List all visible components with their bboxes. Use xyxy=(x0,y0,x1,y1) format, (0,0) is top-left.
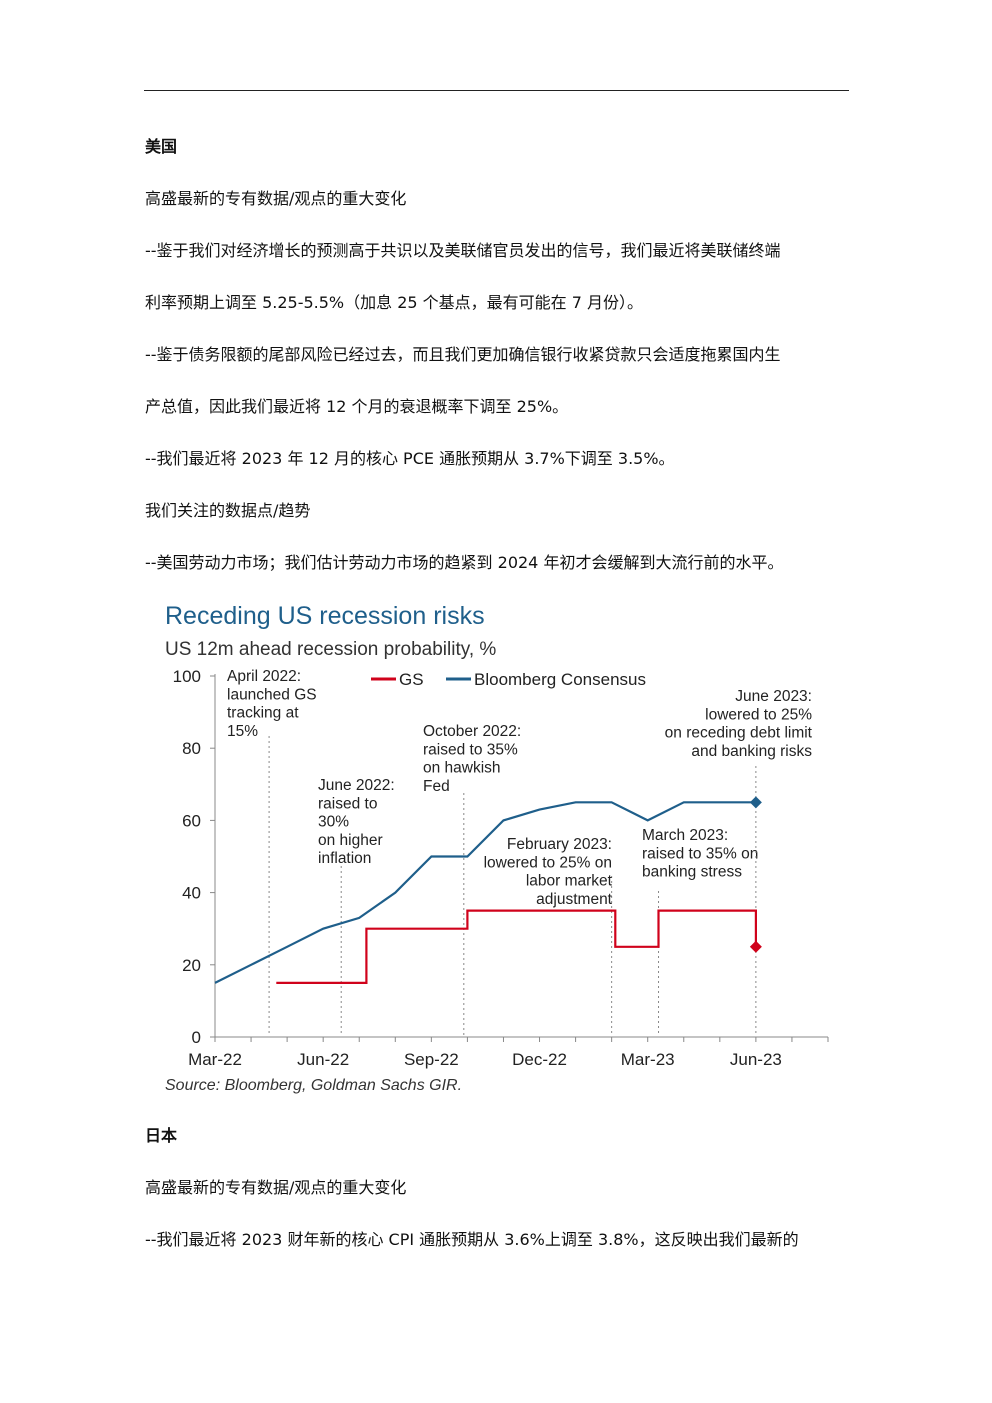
x-tick-label: Jun-23 xyxy=(730,1050,782,1069)
y-tick-label: 60 xyxy=(182,811,201,830)
x-tick-label: Dec-22 xyxy=(512,1050,567,1069)
annotation-label: June 2023: xyxy=(735,688,812,705)
us-bullet1-line1: --鉴于我们对经济增长的预测高于共识以及美联储官员发出的信号，我们最近将美联储终… xyxy=(145,241,781,260)
section-heading-us: 美国 xyxy=(145,137,178,156)
y-tick-label: 20 xyxy=(182,956,201,975)
legend-label: Bloomberg Consensus xyxy=(474,670,646,689)
us-bullet3: --我们最近将 2023 年 12 月的核心 PCE 通胀预期从 3.7%下调至… xyxy=(145,449,675,468)
x-tick-label: Mar-23 xyxy=(621,1050,675,1069)
chart-legend: GS Bloomberg Consensus xyxy=(371,670,646,689)
us-watch-bullet: --美国劳动力市场；我们估计劳动力市场的趋紧到 2024 年初才会缓解到大流行前… xyxy=(145,553,784,572)
x-tick-label: Mar-22 xyxy=(188,1050,242,1069)
y-tick-label: 100 xyxy=(173,667,201,686)
chart-series xyxy=(214,796,762,984)
annotation-label: 15% xyxy=(227,723,258,740)
annotation-label: April 2022: xyxy=(227,668,301,685)
series-end-marker-gs xyxy=(749,940,762,953)
annotation-label: October 2022: xyxy=(423,723,521,740)
x-tick-label: Jun-22 xyxy=(297,1050,349,1069)
us-watch-heading: 我们关注的数据点/趋势 xyxy=(145,501,311,520)
annotation-label: banking stress xyxy=(642,864,742,881)
recession-probability-chart: Receding US recession risks US 12m ahead… xyxy=(165,602,829,1094)
annotation-label: March 2023: xyxy=(642,827,728,844)
y-tick-label: 40 xyxy=(182,884,201,903)
annotation-label: lowered to 25% xyxy=(705,706,812,723)
chart-title: Receding US recession risks xyxy=(165,602,485,630)
annotation-label: lowered to 25% on xyxy=(484,854,612,871)
annotation-label: on higher xyxy=(318,832,383,849)
annotation-label: February 2023: xyxy=(507,836,612,853)
section-heading-japan: 日本 xyxy=(145,1126,178,1145)
chart-subtitle: US 12m ahead recession probability, % xyxy=(165,639,496,660)
annotation-label: raised to xyxy=(318,795,377,812)
y-tick-label: 80 xyxy=(182,739,201,758)
us-bullet2-line2: 产总值，因此我们最近将 12 个月的衰退概率下调至 25%。 xyxy=(145,397,569,416)
annotation-label: tracking at xyxy=(227,705,299,722)
series-end-marker-bloomberg-consensus xyxy=(749,796,762,809)
us-subheading: 高盛最新的专有数据/观点的重大变化 xyxy=(145,189,407,208)
legend-label: GS xyxy=(399,670,424,689)
annotation-label: and banking risks xyxy=(691,743,812,760)
x-tick-label: Sep-22 xyxy=(404,1050,459,1069)
us-bullet2-line1: --鉴于债务限额的尾部风险已经过去，而且我们更加确信银行收紧贷款只会适度拖累国内… xyxy=(145,345,781,364)
annotation-label: on hawkish xyxy=(423,760,501,777)
series-line-bloomberg-consensus xyxy=(214,801,756,984)
series-line-gs xyxy=(276,909,758,984)
annotation-label: adjustment xyxy=(536,891,613,908)
y-tick-label: 0 xyxy=(192,1028,201,1047)
annotation-label: Fed xyxy=(423,778,450,795)
annotation-label: raised to 35% xyxy=(423,741,518,758)
top-rule xyxy=(144,90,849,91)
japan-subheading: 高盛最新的专有数据/观点的重大变化 xyxy=(145,1178,407,1197)
annotation-label: labor market xyxy=(526,873,613,890)
annotation-label: inflation xyxy=(318,850,371,867)
japan-bullet1-line1: --我们最近将 2023 财年新的核心 CPI 通胀预期从 3.6%上调至 3.… xyxy=(145,1230,799,1249)
chart-source: Source: Bloomberg, Goldman Sachs GIR. xyxy=(165,1077,462,1094)
annotation-label: launched GS xyxy=(227,686,317,703)
chart-axes: 0 20 40 60 80 100 Mar-22 Jun-22 Sep-22 Dec-22 Mar-… xyxy=(173,667,829,1069)
annotation-label: 30% xyxy=(318,814,349,831)
annotation-label: June 2022: xyxy=(318,777,395,794)
annotation-label: on receding debt limit xyxy=(665,725,813,742)
annotation-label: raised to 35% on xyxy=(642,845,758,862)
us-bullet1-line2: 利率预期上调至 5.25-5.5%（加息 25 个基点，最有可能在 7 月份）。 xyxy=(145,293,644,312)
